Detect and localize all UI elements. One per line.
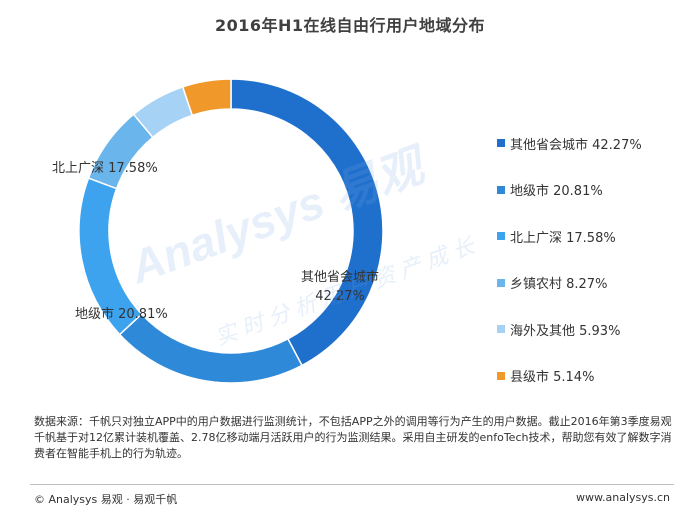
legend-item-1: 其他省会城市 42.27% (497, 120, 697, 167)
legend-item-2: 地级市 20.81% (497, 167, 697, 214)
slice-1 (230, 78, 384, 367)
slice-2 (118, 313, 303, 384)
legend-item-4: 乡镇农村 8.27% (497, 260, 697, 307)
source-note: 数据来源：千帆只对独立APP中的用户数据进行监测统计，不包括APP之外的调用等行… (34, 415, 672, 460)
data-labels: 其他省会城市 42.27% 地级市 20.81% 北上广深 17.58% (52, 161, 379, 322)
legend-label-4: 乡镇农村 8.27% (510, 277, 608, 293)
legend-label-6: 县级市 5.14% (510, 370, 595, 386)
legend-label-2: 地级市 20.81% (510, 184, 603, 200)
footer-copyright: © Analysys 易观 · 易观千帆 (34, 493, 178, 506)
legend-item-6: 县级市 5.14% (497, 353, 697, 400)
data-label-name-1: 其他省会城市 (301, 269, 379, 285)
chart-title: 2016年H1在线自由行用户地域分布 (214, 16, 486, 35)
data-label-value-1: 42.27% (315, 289, 365, 304)
slice-6 (181, 78, 232, 117)
legend-item-5: 海外及其他 5.93% (497, 306, 697, 353)
legend-swatch-2 (497, 185, 505, 194)
donut-slices (78, 78, 384, 384)
legend-label-1: 其他省会城市 42.27% (510, 137, 642, 153)
legend: 其他省会城市 42.27% 地级市 20.81% 北上广深 17.58% 乡镇农村 8… (497, 120, 697, 399)
legend-swatch-5 (497, 325, 505, 334)
legend-swatch-6 (497, 371, 505, 380)
data-label-2: 地级市 20.81% (75, 306, 168, 322)
footer-website: www.analysys.cn (576, 491, 670, 504)
legend-swatch-4 (497, 278, 505, 287)
legend-label-5: 海外及其他 5.93% (510, 323, 621, 339)
legend-label-3: 北上广深 17.58% (510, 230, 616, 246)
legend-swatch-1 (497, 139, 505, 148)
legend-swatch-3 (497, 232, 505, 241)
legend-item-3: 北上广深 17.58% (497, 213, 697, 260)
data-label-3: 北上广深 17.58% (52, 161, 158, 176)
footer-divider (30, 484, 674, 485)
